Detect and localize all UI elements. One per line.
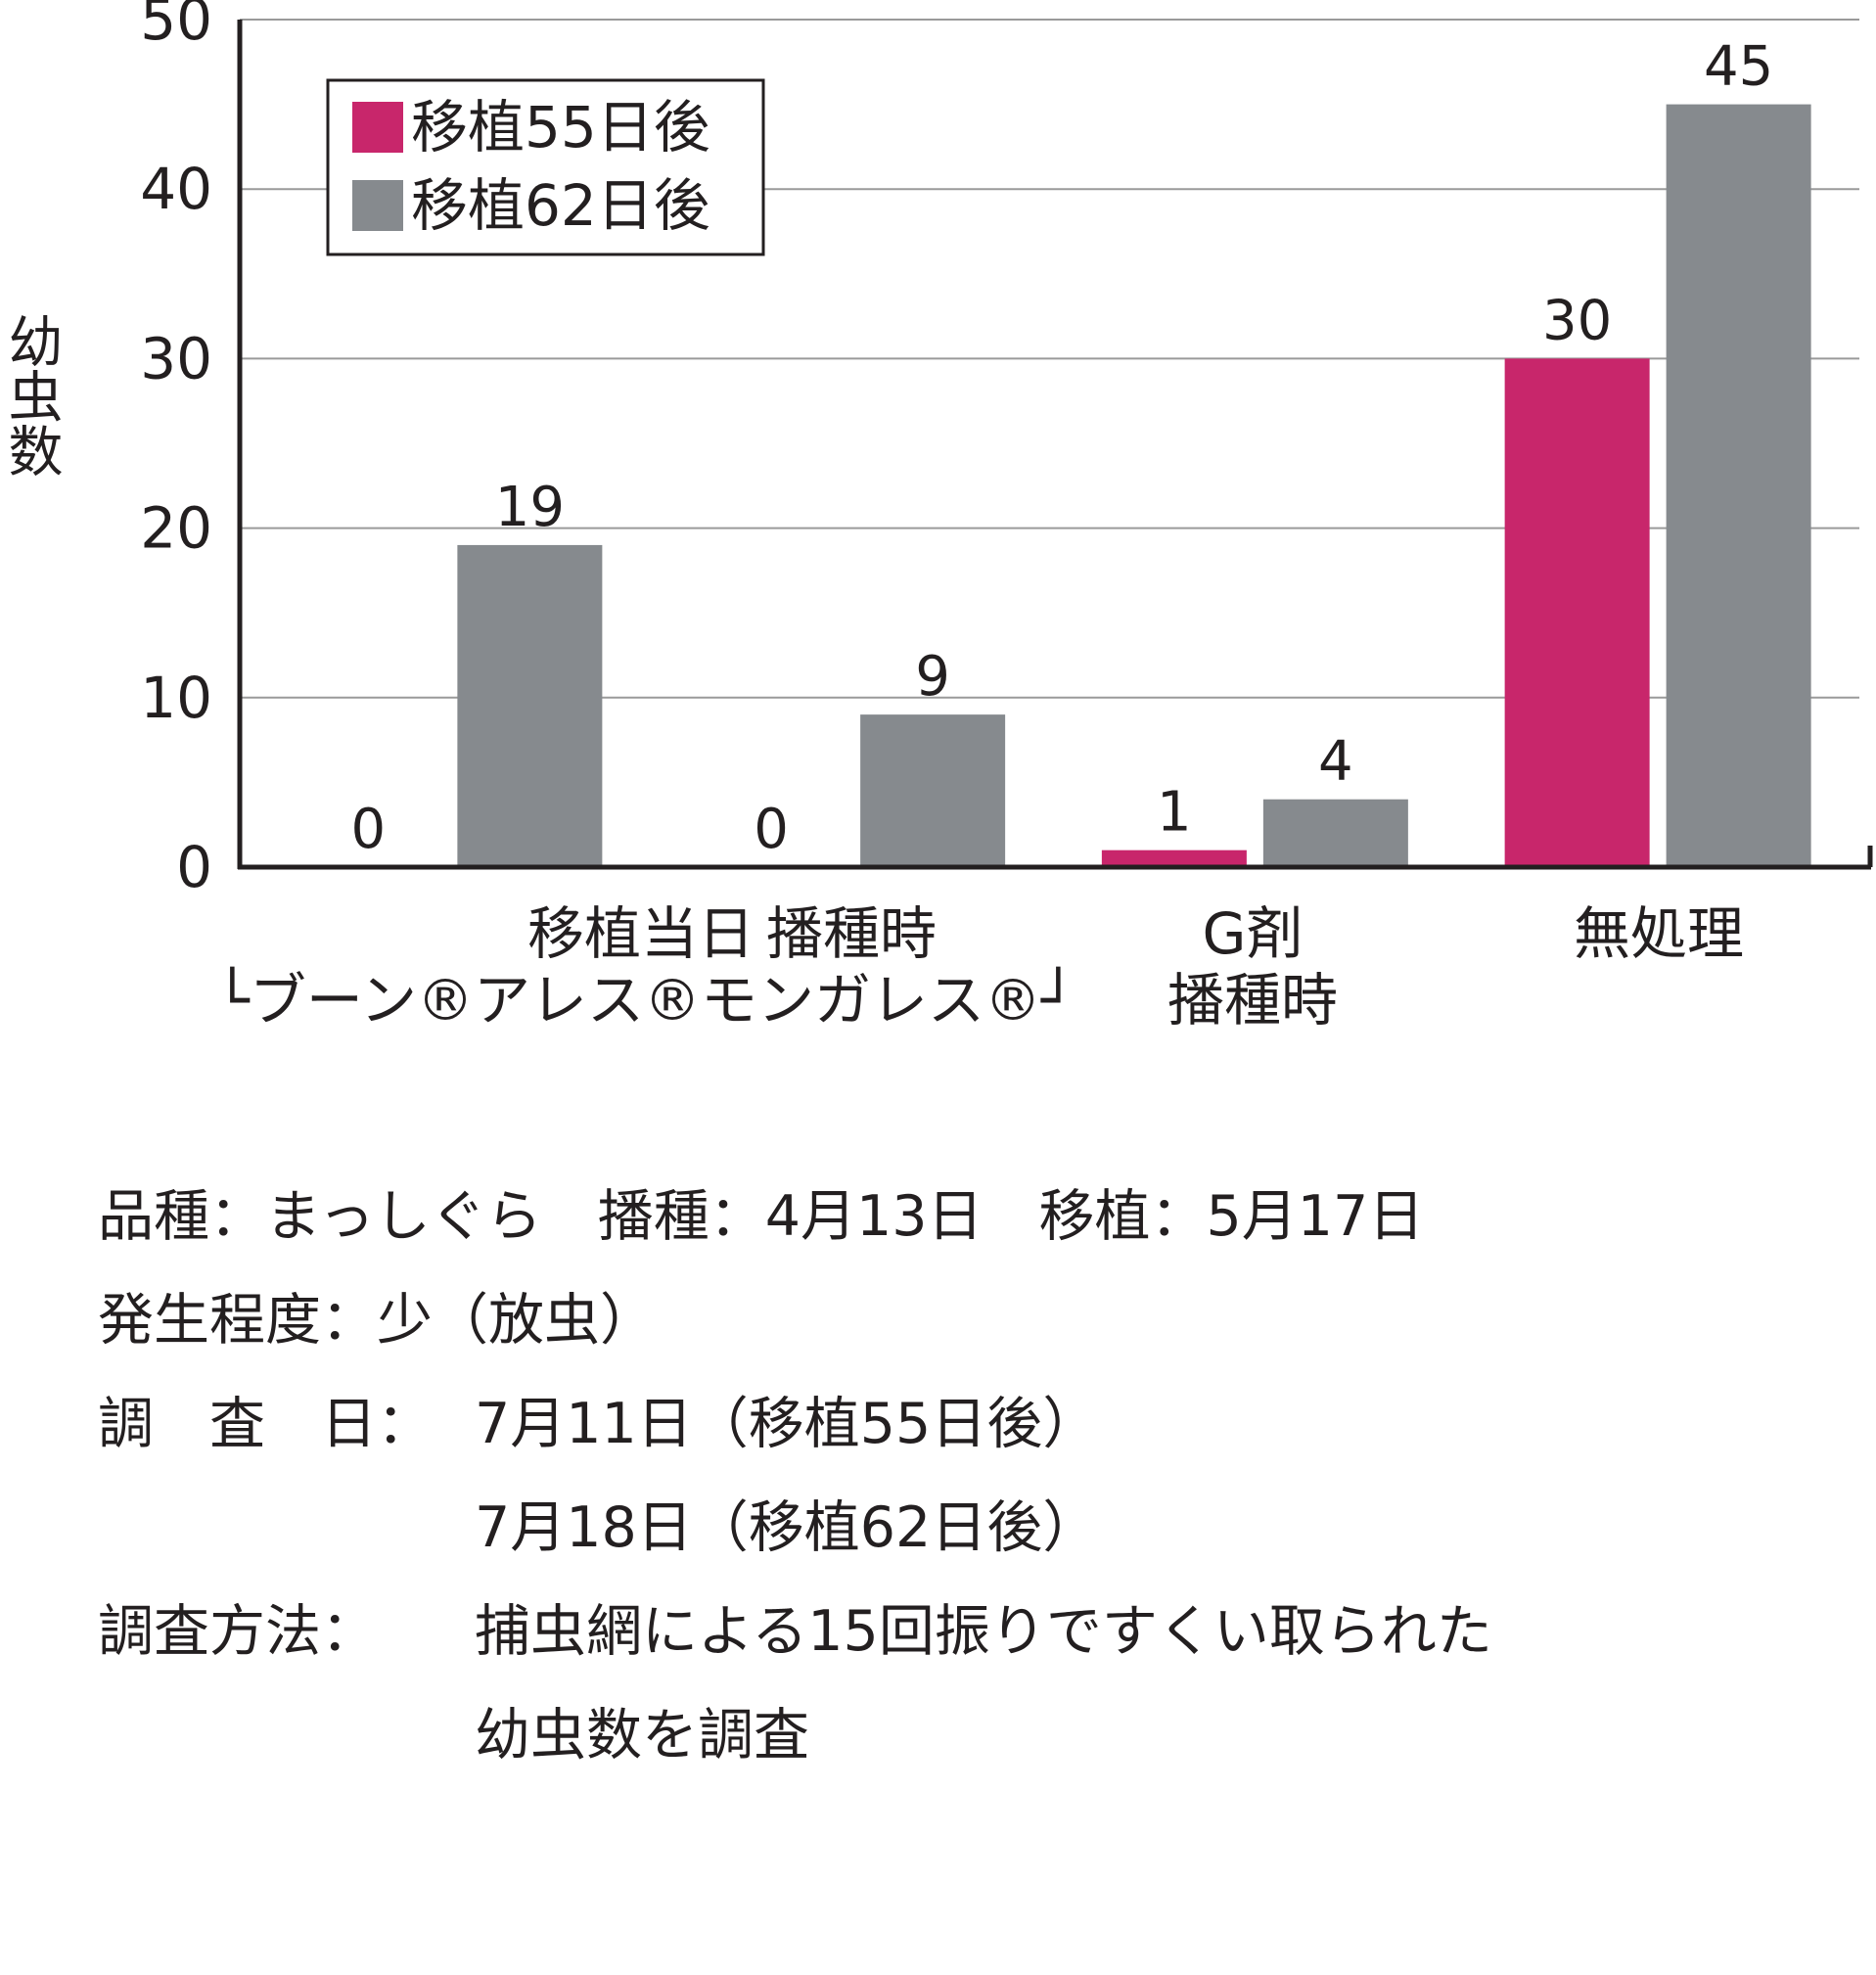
bar <box>1666 104 1811 868</box>
legend-label: 移植55日後 <box>411 94 710 161</box>
legend-label: 移植62日後 <box>411 172 710 239</box>
x-category-label: 移植当日 └ブーン®アレス®モンガレス®┘ <box>215 900 1075 1033</box>
data-label: 4 <box>1318 730 1353 794</box>
bar <box>1262 799 1408 867</box>
x-category-label-line: 無処理 <box>1573 900 1744 967</box>
data-label: 0 <box>754 798 789 861</box>
x-category-label-line: └ブーン®アレス®モンガレス®┘ <box>215 967 1075 1033</box>
note-line: 品種：まっしぐら 播種：4月13日 移植：5月17日 <box>98 1184 1425 1249</box>
x-category-label-line: 播種時 <box>1167 967 1338 1033</box>
y-tick-label: 20 <box>140 495 212 562</box>
bar <box>1504 358 1650 867</box>
y-tick-label: 10 <box>140 665 212 731</box>
x-category-label: G剤 播種時 <box>1096 900 1409 1033</box>
x-category-label-line: 播種時 <box>765 900 937 967</box>
note-line: 発生程度：少（放虫） <box>98 1288 656 1353</box>
y-tick-label: 50 <box>140 0 212 53</box>
note-line: 調査方法： 捕虫網による15回振りですくい取られた <box>98 1580 1492 1683</box>
note-value: 捕虫網による15回振りですくい取られた <box>475 1599 1492 1664</box>
x-category-label-line: G剤 <box>1202 900 1304 967</box>
note-line: 幼虫数を調査 <box>475 1703 809 1768</box>
y-tick-label: 0 <box>176 834 212 900</box>
data-label: 19 <box>495 476 565 539</box>
x-category-label: 無処理 <box>1502 900 1815 967</box>
data-labels: 0 0 1 30 19 9 4 45 <box>351 35 1774 861</box>
legend-swatch <box>352 102 403 153</box>
y-tick-label: 40 <box>140 156 212 222</box>
data-label: 30 <box>1542 289 1612 352</box>
y-tick-labels: 0 10 20 30 40 50 <box>140 0 212 900</box>
axes <box>237 20 1873 870</box>
note-line: 調 査 日： 7月11日（移植55日後） <box>98 1372 1492 1476</box>
note-key: 調査方法： <box>98 1599 377 1664</box>
bars <box>457 104 1811 868</box>
note-value: 7月11日（移植55日後） <box>475 1392 1099 1456</box>
note-line: 7月18日（移植62日後） <box>475 1495 1099 1560</box>
data-label: 0 <box>351 798 387 861</box>
y-axis-label: 幼虫数 <box>0 313 63 478</box>
x-category-label-line: 移植当日 <box>526 900 755 967</box>
data-label: 1 <box>1157 781 1192 845</box>
bar <box>1101 850 1247 867</box>
data-label: 45 <box>1704 35 1773 99</box>
y-tick-label: 30 <box>140 325 212 391</box>
legend-swatch <box>352 180 403 231</box>
bar <box>457 544 603 867</box>
notes: 品種：まっしぐら 播種：4月13日 移植：5月17日 発生程度：少（放虫） 調 … <box>98 1165 1492 1787</box>
x-category-label: 播種時 <box>695 900 1008 967</box>
data-label: 9 <box>915 645 950 709</box>
note-key: 調 査 日： <box>98 1392 433 1456</box>
bar <box>860 714 1006 867</box>
